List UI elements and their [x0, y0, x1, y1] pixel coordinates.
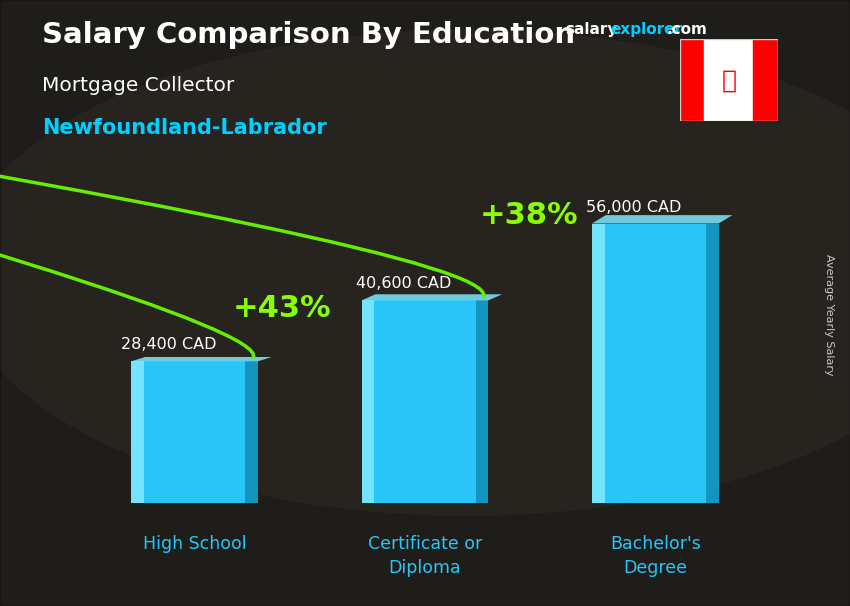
Bar [132, 361, 144, 503]
Text: 40,600 CAD: 40,600 CAD [356, 276, 451, 291]
Bar [361, 301, 489, 503]
Text: High School: High School [143, 536, 246, 553]
Text: 🍁: 🍁 [722, 68, 736, 92]
Text: +38%: +38% [479, 201, 578, 230]
Bar [753, 39, 778, 121]
Bar [706, 224, 718, 503]
Polygon shape [132, 357, 272, 361]
Text: salary: salary [565, 22, 618, 38]
Polygon shape [361, 295, 502, 301]
Text: Mortgage Collector: Mortgage Collector [42, 76, 235, 95]
Text: .com: .com [666, 22, 707, 38]
Text: Bachelor's
Degree: Bachelor's Degree [610, 536, 700, 577]
Bar [476, 301, 489, 503]
Text: Salary Comparison By Education: Salary Comparison By Education [42, 21, 575, 49]
Text: Newfoundland-Labrador: Newfoundland-Labrador [42, 118, 327, 138]
Text: Certificate or
Diploma: Certificate or Diploma [368, 536, 482, 577]
Text: explorer: explorer [610, 22, 683, 38]
Text: 56,000 CAD: 56,000 CAD [586, 199, 682, 215]
Ellipse shape [0, 30, 850, 515]
Bar [705, 39, 753, 121]
Bar [132, 361, 258, 503]
Bar [680, 39, 705, 121]
Bar [246, 361, 258, 503]
Text: +43%: +43% [233, 295, 332, 324]
Text: Average Yearly Salary: Average Yearly Salary [824, 255, 834, 376]
Polygon shape [592, 215, 733, 224]
Bar [361, 301, 374, 503]
Bar [592, 224, 604, 503]
Bar [592, 224, 718, 503]
Text: 28,400 CAD: 28,400 CAD [121, 338, 217, 352]
